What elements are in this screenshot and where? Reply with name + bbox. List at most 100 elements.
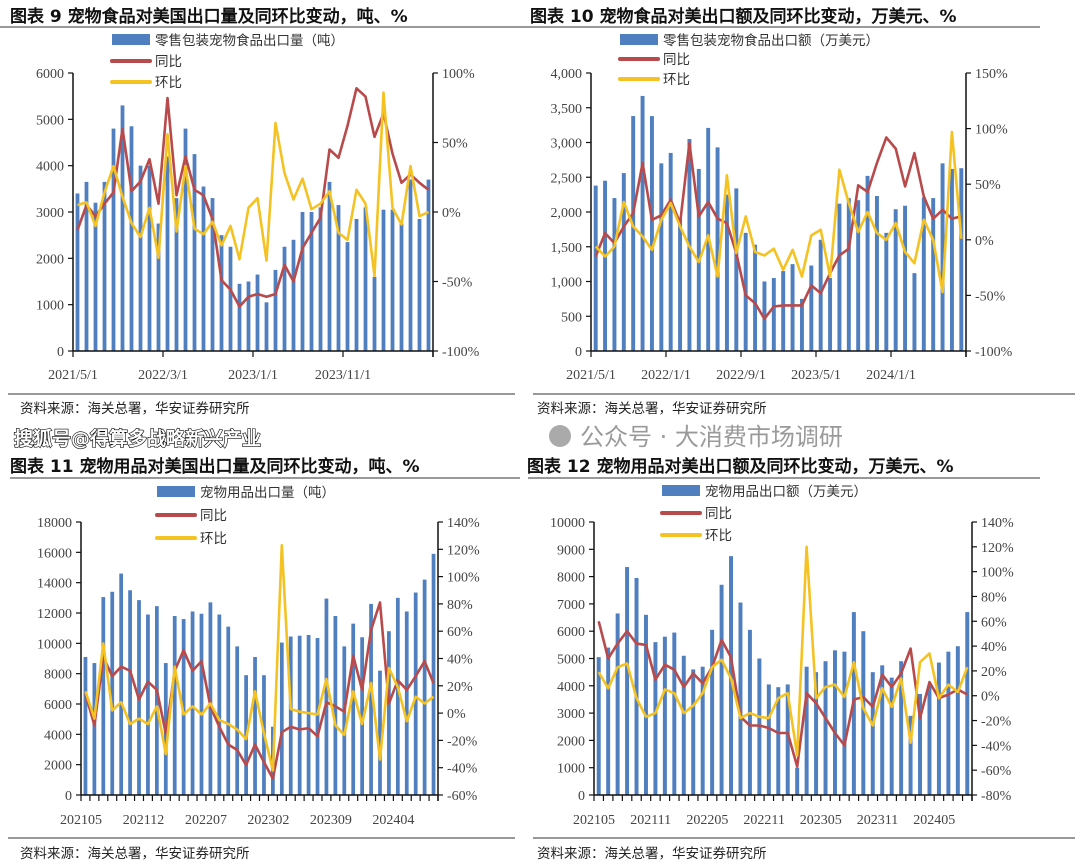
- bar: [119, 573, 124, 795]
- mom-line: [597, 545, 969, 757]
- bar: [395, 597, 400, 795]
- bar: [681, 655, 686, 795]
- bar: [291, 239, 296, 351]
- right-tick-label: 50%: [975, 178, 1001, 193]
- right-tick-label: 80%: [447, 598, 473, 613]
- bar: [795, 767, 800, 795]
- bar: [413, 592, 418, 795]
- bar: [190, 611, 195, 795]
- bar: [593, 185, 598, 351]
- bar: [146, 614, 150, 795]
- bar: [297, 635, 302, 795]
- right-tick-label: 40%: [447, 653, 473, 668]
- left-tick-label: 1000: [557, 762, 585, 777]
- bar: [264, 302, 269, 351]
- yoy-line: [76, 87, 430, 308]
- left-tick-label: 0: [57, 345, 64, 360]
- bar: [372, 276, 377, 351]
- source-note: 资料来源：海关总署，华安证券研究所: [537, 846, 767, 862]
- right-tick-label: 120%: [447, 543, 480, 558]
- left-tick-label: 1,000: [551, 276, 583, 291]
- bar: [288, 636, 293, 795]
- bar: [174, 198, 179, 351]
- x-tick-label: 202211: [743, 813, 784, 828]
- bar: [324, 598, 329, 795]
- bar: [889, 677, 894, 795]
- bar: [615, 613, 620, 795]
- x-tick-label: 202405: [913, 813, 955, 828]
- bar: [345, 242, 350, 351]
- source-note: 资料来源：海关总署，华安证券研究所: [20, 846, 250, 862]
- chart-title: 图表 10 宠物食品对美出口额及同环比变动，万美元、%: [530, 6, 957, 27]
- bar: [965, 612, 970, 795]
- bar: [734, 188, 739, 351]
- bar: [309, 212, 314, 351]
- left-tick-label: 1000: [36, 299, 64, 314]
- legend-label: 环比: [663, 72, 690, 88]
- x-tick-label: 202105: [60, 813, 102, 828]
- bar: [306, 634, 311, 795]
- bar: [129, 126, 134, 352]
- bar: [120, 105, 125, 351]
- bar: [672, 632, 677, 795]
- bar: [649, 116, 654, 351]
- bar: [92, 663, 97, 795]
- bar: [156, 223, 161, 351]
- bar: [84, 181, 89, 351]
- right-tick-label: 0%: [442, 206, 461, 221]
- right-tick-label: -40%: [981, 739, 1012, 754]
- bar: [724, 194, 729, 351]
- bar: [110, 591, 115, 795]
- right-tick-label: -80%: [981, 789, 1012, 804]
- bar: [381, 209, 386, 351]
- legend-label: 环比: [705, 528, 732, 544]
- x-tick-label: 2022/9/1: [716, 368, 766, 383]
- right-tick-label: -100%: [975, 345, 1013, 360]
- bar-series: [83, 553, 436, 795]
- legend-label: 环比: [155, 75, 182, 91]
- right-tick-label: 40%: [981, 640, 1007, 655]
- x-tick-label: 202111: [630, 813, 671, 828]
- x-tick-label: 2021/5/1: [566, 368, 616, 383]
- bar: [210, 198, 215, 351]
- chart-panel-12: 图表 12 宠物用品对美出口额及同环比变动，万美元、% 0 1000 2000 3000…: [527, 456, 1075, 862]
- bar: [771, 278, 776, 351]
- bar: [846, 198, 851, 351]
- right-tick-label: 140%: [981, 516, 1014, 531]
- source-note: 资料来源：海关总署，华安证券研究所: [20, 401, 250, 417]
- bar: [621, 173, 626, 351]
- bar: [936, 662, 941, 795]
- bar: [832, 650, 837, 795]
- left-tick-label: 3000: [36, 206, 64, 221]
- legend-label: 零售包装宠物食品出口额（万美元）: [663, 32, 879, 49]
- legend-label: 同比: [155, 54, 182, 70]
- left-tick-label: 10000: [37, 637, 72, 652]
- yoy-line: [597, 620, 968, 768]
- bar: [880, 665, 885, 795]
- left-tick-label: 3,500: [551, 102, 583, 117]
- bar: [940, 163, 945, 351]
- bar: [282, 246, 287, 351]
- bar: [662, 636, 667, 795]
- bar: [399, 223, 404, 351]
- left-tick-label: 8000: [557, 571, 585, 586]
- bar: [172, 616, 177, 795]
- bar: [596, 657, 601, 795]
- bar: [273, 269, 278, 351]
- bar: [738, 602, 743, 795]
- bar: [300, 212, 305, 351]
- bar: [946, 651, 951, 795]
- bar: [691, 669, 696, 795]
- bar: [653, 642, 658, 795]
- x-tick-label: 202404: [372, 813, 414, 828]
- chart-title: 图表 9 宠物食品对美国出口量及同环比变动，吨、%: [10, 6, 408, 27]
- chart-panel-10: 图表 10 宠物食品对美出口额及同环比变动，万美元、% 0 500 1,000 1,50…: [525, 6, 1075, 417]
- left-tick-label: 6000: [36, 67, 64, 82]
- x-tick-label: 202207: [185, 813, 227, 828]
- legend-label: 零售包装宠物食品出口量（吨）: [155, 32, 344, 49]
- right-tick-label: 100%: [442, 67, 475, 82]
- bar: [931, 198, 936, 351]
- bar: [842, 651, 847, 795]
- left-tick-label: 5000: [557, 653, 585, 668]
- bar: [884, 232, 889, 351]
